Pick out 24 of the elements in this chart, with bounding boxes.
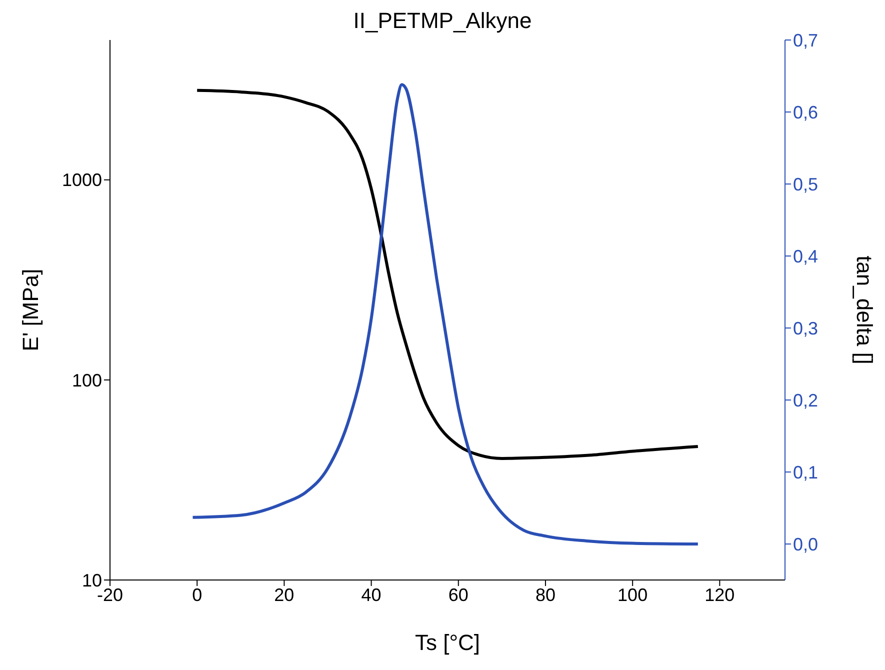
- x-tick-label: 80: [535, 584, 556, 605]
- y2-tick-label: 0,6: [793, 102, 818, 122]
- y-tick-label: 10: [82, 570, 102, 590]
- x-tick-label: 100: [618, 584, 648, 605]
- y2-tick-label: 0,2: [793, 390, 818, 410]
- x-tick-label: 0: [192, 584, 202, 605]
- chart-title: II_PETMP_Alkyne: [353, 8, 532, 33]
- x-tick-label: 20: [274, 584, 294, 605]
- y2-tick-label: 0,0: [793, 534, 818, 554]
- y2-tick-label: 0,1: [793, 462, 818, 482]
- y-tick-label: 1000: [62, 170, 102, 190]
- x-tick-label: 40: [361, 584, 382, 605]
- x-tick-label: 60: [448, 584, 468, 605]
- y2-tick-label: 0,7: [793, 30, 818, 50]
- y-axis-title: E' [MPa]: [18, 268, 43, 352]
- y2-tick-label: 0,5: [793, 174, 818, 194]
- y-tick-label: 100: [72, 370, 102, 390]
- y2-axis-title: tan_delta []: [852, 256, 878, 364]
- x-axis-title: Ts [°C]: [414, 630, 480, 655]
- line-series: [191, 83, 700, 546]
- line-series: [196, 88, 700, 460]
- y2-tick-label: 0,4: [793, 246, 818, 266]
- x-tick-label: 120: [704, 584, 735, 605]
- y2-tick-label: 0,3: [793, 318, 818, 338]
